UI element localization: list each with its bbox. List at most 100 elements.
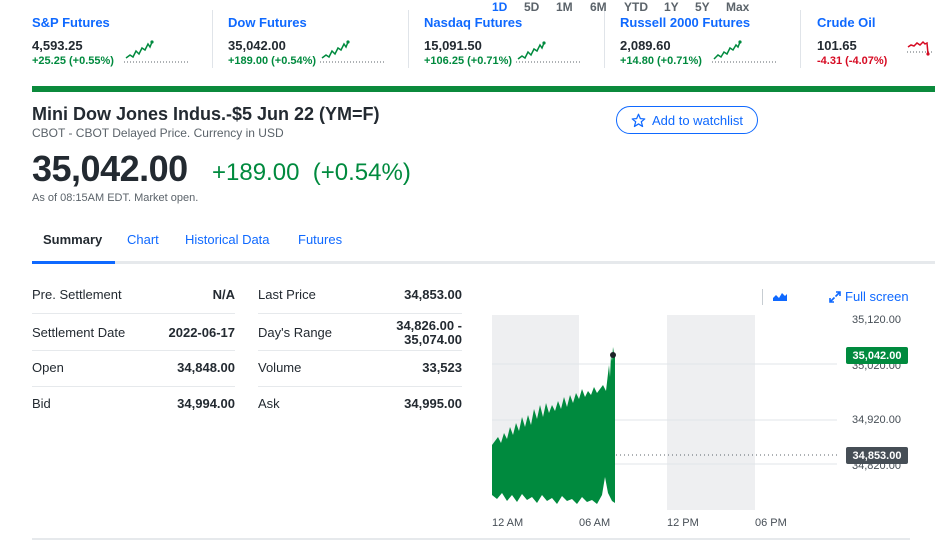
summary-value: 34,995.00 bbox=[404, 396, 462, 411]
ticker-price: 2,089.60 bbox=[620, 38, 671, 53]
range-max-button[interactable]: Max bbox=[726, 0, 750, 14]
summary-label: Open bbox=[32, 360, 64, 375]
tab-chart[interactable]: Chart bbox=[127, 232, 159, 247]
full-screen-label: Full screen bbox=[845, 289, 909, 304]
x-axis-label: 12 AM bbox=[492, 517, 524, 529]
y-axis-label: 34,920.00 bbox=[852, 414, 901, 426]
range-divider bbox=[762, 289, 763, 305]
summary-label: Volume bbox=[258, 360, 302, 375]
expand-icon bbox=[829, 290, 841, 303]
ticker-change: +106.25 (+0.71%) bbox=[424, 55, 513, 67]
x-axis-label: 12 PM bbox=[667, 517, 699, 529]
price-area bbox=[492, 347, 615, 510]
ticker-change: +25.25 (+0.55%) bbox=[32, 55, 114, 67]
ticker-name[interactable]: Nasdaq Futures bbox=[424, 15, 523, 30]
intraday-price-chart[interactable] bbox=[492, 305, 847, 515]
x-axis-label: 06 AM bbox=[579, 517, 611, 529]
range-1d-button[interactable]: 1D bbox=[492, 0, 508, 14]
summary-value: 34,826.00 - 35,074.00 bbox=[396, 319, 462, 347]
summary-label: Settlement Date bbox=[32, 325, 126, 340]
range-ytd-button[interactable]: YTD bbox=[624, 0, 648, 14]
ticker-divider bbox=[408, 10, 409, 68]
summary-row: Volume 33,523 bbox=[258, 351, 462, 387]
mountain-chart-icon[interactable] bbox=[772, 290, 788, 302]
summary-label: Pre. Settlement bbox=[32, 287, 122, 302]
range-6m-button[interactable]: 6M bbox=[590, 0, 607, 14]
summary-row: Open 34,848.00 bbox=[32, 351, 235, 387]
summary-label: Day's Range bbox=[258, 325, 333, 340]
last-price-dot bbox=[610, 352, 616, 358]
ticker-price: 35,042.00 bbox=[228, 38, 286, 53]
ticker-name[interactable]: Crude Oil bbox=[817, 15, 876, 30]
sparkline-icon bbox=[320, 40, 384, 63]
price-change: +189.00 (+0.54%) bbox=[212, 159, 411, 187]
ticker-item-dow-futures[interactable]: Dow Futures 35,042.00 +189.00 (+0.54%) bbox=[228, 8, 408, 74]
x-axis-label: 06 PM bbox=[755, 517, 787, 529]
previous-close-tag: 34,853.00 bbox=[846, 447, 908, 464]
summary-value: 33,523 bbox=[422, 360, 462, 375]
sparkline-icon bbox=[516, 41, 580, 63]
ticker-price: 4,593.25 bbox=[32, 38, 83, 53]
range-1y-button[interactable]: 1Y bbox=[664, 0, 679, 14]
tab-futures[interactable]: Futures bbox=[298, 232, 343, 247]
ticker-name[interactable]: Russell 2000 Futures bbox=[620, 15, 751, 30]
summary-label: Bid bbox=[32, 396, 51, 411]
ticker-item-crude-oil[interactable]: Crude Oil 101.65 -4.31 (-4.07%) bbox=[817, 8, 935, 74]
summary-label: Ask bbox=[258, 396, 280, 411]
ticker-name[interactable]: Dow Futures bbox=[228, 15, 307, 30]
quote-timestamp: As of 08:15AM EDT. Market open. bbox=[32, 192, 199, 204]
active-tab-indicator bbox=[32, 261, 115, 264]
sparkline-icon bbox=[124, 40, 188, 63]
price-area-lower-edge bbox=[492, 477, 615, 510]
chart-shade-band bbox=[667, 315, 755, 510]
current-price-tag: 35,042.00 bbox=[846, 347, 908, 364]
tab-summary[interactable]: Summary bbox=[43, 232, 103, 247]
full-screen-button[interactable]: Full screen bbox=[829, 289, 909, 304]
current-price: 35,042.00 bbox=[32, 148, 188, 189]
star-icon bbox=[631, 113, 646, 127]
summary-row: Ask 34,995.00 bbox=[258, 387, 462, 423]
summary-value: 34,848.00 bbox=[177, 360, 235, 375]
ticker-price: 15,091.50 bbox=[424, 38, 482, 53]
summary-row: Bid 34,994.00 bbox=[32, 387, 235, 423]
summary-row: Settlement Date 2022-06-17 bbox=[32, 314, 235, 351]
ticker-item-russell-2000-futures[interactable]: Russell 2000 Futures 2,089.60 +14.80 (+0… bbox=[620, 8, 800, 74]
quote-nav-tabs: Summary Chart Historical Data Futures bbox=[32, 226, 935, 264]
days-range-high: 35,074.00 bbox=[404, 332, 462, 347]
range-1m-button[interactable]: 1M bbox=[556, 0, 573, 14]
summary-label: Last Price bbox=[258, 287, 316, 302]
add-to-watchlist-button[interactable]: Add to watchlist bbox=[616, 106, 758, 134]
summary-row: Day's Range 34,826.00 - 35,074.00 bbox=[258, 314, 462, 351]
ticker-divider bbox=[604, 10, 605, 68]
ticker-change: +14.80 (+0.71%) bbox=[620, 55, 702, 67]
quote-exchange-info: CBOT - CBOT Delayed Price. Currency in U… bbox=[32, 126, 284, 140]
summary-value: 34,994.00 bbox=[177, 396, 235, 411]
summary-value: 2022-06-17 bbox=[168, 325, 236, 340]
summary-value: N/A bbox=[212, 287, 235, 302]
ticker-price: 101.65 bbox=[817, 38, 857, 53]
range-5y-button[interactable]: 5Y bbox=[695, 0, 710, 14]
tab-historical-data[interactable]: Historical Data bbox=[185, 232, 270, 247]
sparkline-icon bbox=[712, 40, 776, 63]
market-ticker-strip: S&P Futures 4,593.25 +25.25 (+0.55%) Dow… bbox=[0, 0, 935, 84]
ticker-name[interactable]: S&P Futures bbox=[32, 15, 110, 30]
market-status-bar bbox=[32, 86, 935, 92]
ticker-item-nasdaq-futures[interactable]: Nasdaq Futures 15,091.50 +106.25 (+0.71%… bbox=[424, 8, 604, 74]
y-axis-label: 35,120.00 bbox=[852, 314, 901, 326]
price-change-value: +189.00 bbox=[212, 159, 300, 186]
summary-row: Last Price 34,853.00 bbox=[258, 278, 462, 314]
ticker-item-sp-futures[interactable]: S&P Futures 4,593.25 +25.25 (+0.55%) bbox=[32, 8, 212, 74]
ticker-change: +189.00 (+0.54%) bbox=[228, 55, 317, 67]
quote-title: Mini Dow Jones Indus.-$5 Jun 22 (YM=F) bbox=[32, 104, 380, 124]
ticker-change: -4.31 (-4.07%) bbox=[817, 55, 888, 67]
summary-value: 34,853.00 bbox=[404, 287, 462, 302]
ticker-divider bbox=[800, 10, 801, 68]
summary-row: Pre. Settlement N/A bbox=[32, 278, 235, 314]
watchlist-label: Add to watchlist bbox=[651, 112, 744, 128]
sparkline-icon bbox=[907, 40, 933, 56]
ticker-divider bbox=[212, 10, 213, 68]
price-change-percent: (+0.54%) bbox=[312, 159, 411, 186]
section-divider bbox=[32, 538, 910, 540]
range-5d-button[interactable]: 5D bbox=[524, 0, 540, 14]
days-range-low: 34,826.00 - bbox=[396, 318, 462, 333]
